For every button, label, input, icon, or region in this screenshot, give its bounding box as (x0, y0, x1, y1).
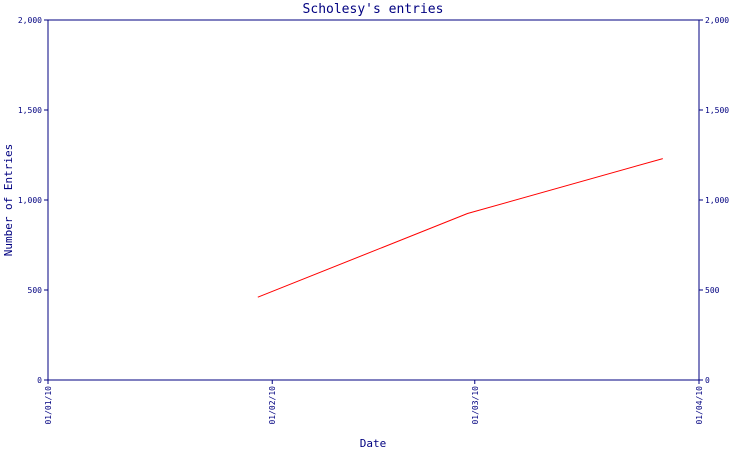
y-axis-left: 0 500 1,000 1,500 2,000 (18, 16, 48, 385)
y-tick-label-left: 2,000 (18, 16, 42, 25)
y-axis-right: 0 500 1,000 1,500 2,000 (699, 16, 729, 385)
y-axis-title: Number of Entries (2, 144, 15, 257)
chart-title: Scholesy's entries (303, 2, 444, 17)
y-tick-label-right: 1,000 (705, 196, 729, 205)
x-axis: 01/01/10 01/02/10 01/03/10 01/04/10 (44, 380, 704, 425)
y-tick-label-right: 500 (705, 286, 720, 295)
y-tick-label-left: 0 (37, 376, 42, 385)
y-tick-label-right: 2,000 (705, 16, 729, 25)
y-tick-label-right: 0 (705, 376, 710, 385)
x-axis-title: Date (360, 437, 387, 450)
series-layer (257, 158, 663, 298)
y-tick-label-right: 1,500 (705, 106, 729, 115)
y-tick-label-left: 1,500 (18, 106, 42, 115)
x-tick-label: 01/03/10 (471, 386, 480, 425)
y-tick-label-left: 1,000 (18, 196, 42, 205)
x-tick-label: 01/01/10 (44, 386, 53, 425)
y-tick-label-left: 500 (28, 286, 43, 295)
x-tick-label: 01/04/10 (695, 386, 704, 425)
series-line (257, 158, 663, 298)
plot-frame (47, 19, 700, 381)
x-tick-label: 01/02/10 (268, 386, 277, 425)
